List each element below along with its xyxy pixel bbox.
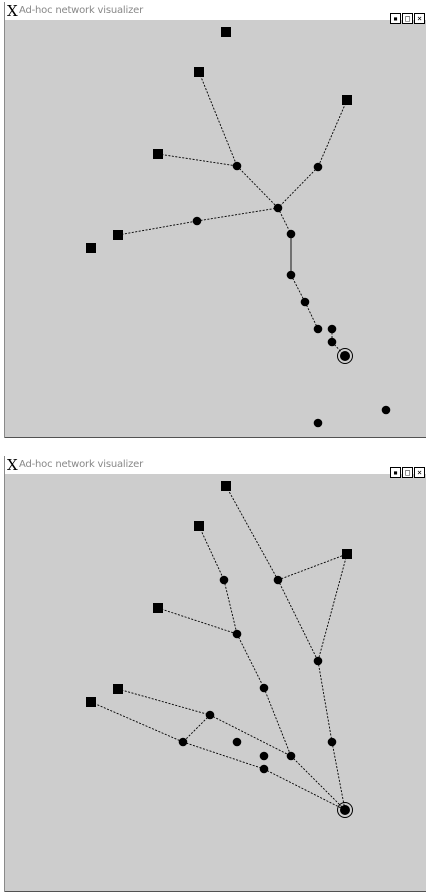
sink-node-ring xyxy=(337,802,353,818)
minimize-button[interactable]: ▪ xyxy=(390,467,401,478)
circle-node[interactable] xyxy=(192,216,202,226)
circle-node[interactable] xyxy=(286,751,296,761)
x-logo-icon: X xyxy=(7,2,18,20)
square-node[interactable] xyxy=(221,27,231,37)
maximize-button[interactable]: □ xyxy=(402,467,413,478)
x-logo-icon: X xyxy=(7,456,18,474)
window-bottom-border xyxy=(5,437,426,438)
circle-node[interactable] xyxy=(300,297,310,307)
visualizer-window-top: X Ad-hoc network visualizer ▪ □ × xyxy=(4,2,426,438)
network-link xyxy=(198,71,238,167)
network-link xyxy=(277,207,292,235)
network-link xyxy=(198,525,225,581)
network-canvas[interactable] xyxy=(5,474,426,890)
network-link xyxy=(317,553,348,662)
circle-node[interactable] xyxy=(273,203,283,213)
network-link xyxy=(317,99,348,168)
circle-node[interactable] xyxy=(286,270,296,280)
circle-node[interactable] xyxy=(327,737,337,747)
circle-node[interactable] xyxy=(381,405,391,415)
network-link xyxy=(157,153,238,167)
window-title: Ad-hoc network visualizer xyxy=(19,459,143,470)
circle-node[interactable] xyxy=(178,737,188,747)
circle-node[interactable] xyxy=(232,737,242,747)
circle-node[interactable] xyxy=(327,337,337,347)
network-link xyxy=(236,165,279,209)
circle-node[interactable] xyxy=(286,229,296,239)
network-link xyxy=(331,741,346,811)
title-bar[interactable]: X Ad-hoc network visualizer ▪ □ × xyxy=(5,456,426,478)
square-node[interactable] xyxy=(153,149,163,159)
network-link xyxy=(157,607,238,635)
square-node[interactable] xyxy=(113,230,123,240)
square-node[interactable] xyxy=(86,243,96,253)
network-link xyxy=(290,755,346,811)
network-link xyxy=(117,688,211,716)
network-link xyxy=(236,633,265,689)
square-node[interactable] xyxy=(342,549,352,559)
square-node[interactable] xyxy=(194,67,204,77)
sink-node[interactable] xyxy=(340,351,350,361)
circle-node[interactable] xyxy=(259,764,269,774)
visualizer-window-bottom: X Ad-hoc network visualizer ▪ □ × xyxy=(4,456,426,892)
network-link xyxy=(263,768,346,811)
square-node[interactable] xyxy=(113,684,123,694)
network-link xyxy=(263,687,292,757)
network-link xyxy=(277,166,319,209)
network-link xyxy=(225,485,279,581)
network-link xyxy=(90,701,184,743)
window-controls: ▪ □ × xyxy=(389,6,425,24)
sink-node[interactable] xyxy=(340,805,350,815)
square-node[interactable] xyxy=(194,521,204,531)
minimize-button[interactable]: ▪ xyxy=(390,13,401,24)
network-link xyxy=(182,714,211,743)
square-node[interactable] xyxy=(86,697,96,707)
circle-node[interactable] xyxy=(273,575,283,585)
circle-node[interactable] xyxy=(219,575,229,585)
circle-node[interactable] xyxy=(313,162,323,172)
network-link xyxy=(223,579,238,635)
network-link xyxy=(277,553,348,581)
network-link xyxy=(290,274,306,303)
close-button[interactable]: × xyxy=(414,467,425,478)
network-canvas[interactable] xyxy=(5,20,426,436)
square-node[interactable] xyxy=(221,481,231,491)
network-link xyxy=(209,714,292,757)
window-title: Ad-hoc network visualizer xyxy=(19,5,143,16)
square-node[interactable] xyxy=(153,603,163,613)
maximize-button[interactable]: □ xyxy=(402,13,413,24)
network-link xyxy=(277,579,319,662)
circle-node[interactable] xyxy=(327,324,337,334)
network-link xyxy=(182,741,265,770)
close-button[interactable]: × xyxy=(414,13,425,24)
title-bar[interactable]: X Ad-hoc network visualizer ▪ □ × xyxy=(5,2,426,24)
circle-node[interactable] xyxy=(313,418,323,428)
network-link xyxy=(117,220,198,236)
circle-node[interactable] xyxy=(313,324,323,334)
network-link xyxy=(304,301,319,330)
circle-node[interactable] xyxy=(313,656,323,666)
square-node[interactable] xyxy=(342,95,352,105)
circle-node[interactable] xyxy=(259,751,269,761)
network-link xyxy=(317,660,333,743)
circle-node[interactable] xyxy=(232,161,242,171)
circle-node[interactable] xyxy=(259,683,269,693)
circle-node[interactable] xyxy=(205,710,215,720)
network-link xyxy=(196,207,279,222)
circle-node[interactable] xyxy=(232,629,242,639)
sink-node-ring xyxy=(337,348,353,364)
window-controls: ▪ □ × xyxy=(389,460,425,478)
